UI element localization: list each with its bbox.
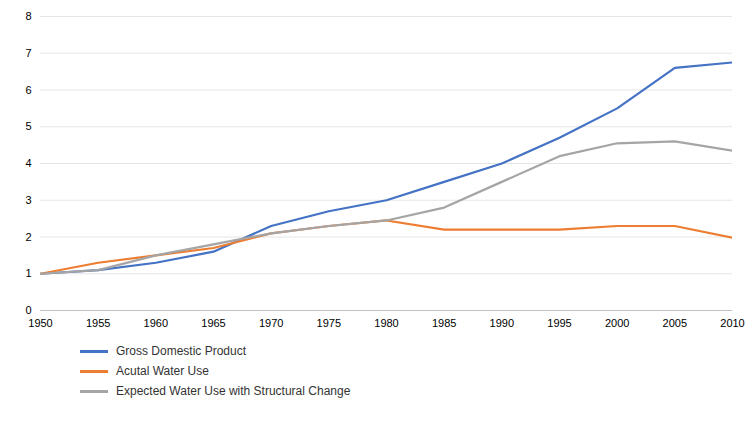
svg-text:0: 0 bbox=[25, 304, 31, 316]
svg-text:1960: 1960 bbox=[144, 317, 168, 329]
svg-text:1965: 1965 bbox=[201, 317, 225, 329]
svg-text:8: 8 bbox=[25, 10, 31, 22]
svg-text:2010: 2010 bbox=[720, 317, 744, 329]
svg-text:2000: 2000 bbox=[605, 317, 629, 329]
svg-text:1980: 1980 bbox=[374, 317, 398, 329]
svg-text:1975: 1975 bbox=[317, 317, 341, 329]
svg-text:5: 5 bbox=[25, 120, 31, 132]
svg-text:1: 1 bbox=[25, 267, 31, 279]
svg-text:6: 6 bbox=[25, 84, 31, 96]
html-text:Acutal Water Use: Acutal Water Use bbox=[116, 364, 209, 378]
svg-text:1955: 1955 bbox=[86, 317, 110, 329]
svg-text:4: 4 bbox=[25, 157, 31, 169]
svg-text:2005: 2005 bbox=[663, 317, 687, 329]
svg-text:1990: 1990 bbox=[490, 317, 514, 329]
svg-text:7: 7 bbox=[25, 47, 31, 59]
svg-text:3: 3 bbox=[25, 194, 31, 206]
svg-text:1970: 1970 bbox=[259, 317, 283, 329]
html-text:Gross Domestic Product: Gross Domestic Product bbox=[116, 344, 246, 358]
svg-text:1950: 1950 bbox=[28, 317, 52, 329]
html-text:Expected Water Use with Struct: Expected Water Use with Structural Chang… bbox=[116, 384, 351, 398]
svg-text:1995: 1995 bbox=[547, 317, 571, 329]
svg-text:1985: 1985 bbox=[432, 317, 456, 329]
svg-text:2: 2 bbox=[25, 231, 31, 243]
